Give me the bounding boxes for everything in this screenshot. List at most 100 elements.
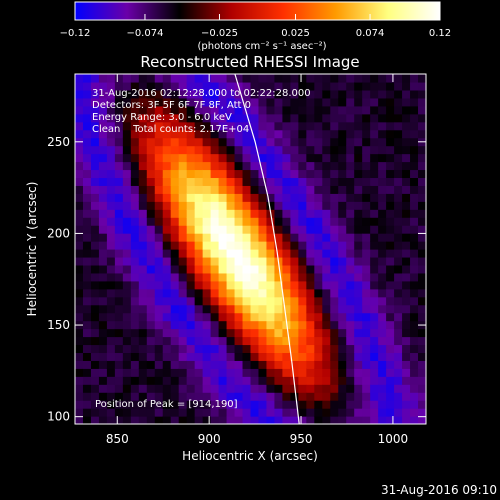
heatmap-cell: [314, 320, 323, 330]
heatmap-cell: [210, 177, 220, 186]
heatmap-cell: [394, 280, 403, 290]
heatmap-cell: [106, 312, 116, 322]
heatmap-cell: [274, 392, 284, 401]
heatmap-cell: [170, 249, 180, 258]
heatmap-cell: [162, 400, 172, 409]
heatmap-cell: [402, 137, 411, 147]
heatmap-cell: [75, 209, 84, 218]
heatmap-cell: [250, 153, 260, 163]
heatmap-cell: [378, 169, 387, 179]
heatmap-cell: [154, 344, 164, 354]
heatmap-cell: [242, 113, 252, 123]
heatmap-cell: [266, 328, 276, 338]
heatmap-cell: [154, 161, 164, 171]
heatmap-cell: [250, 89, 260, 99]
heatmap-cell: [306, 296, 315, 306]
heatmap-cell: [378, 97, 387, 107]
heatmap-cell: [130, 296, 140, 306]
heatmap-cell: [226, 145, 236, 155]
heatmap-cell: [226, 392, 236, 401]
heatmap-cell: [242, 193, 252, 202]
heatmap-cell: [146, 177, 156, 186]
heatmap-cell: [98, 384, 108, 393]
heatmap-cell: [274, 145, 284, 155]
heatmap-cell: [210, 121, 220, 131]
heatmap-cell: [386, 376, 395, 385]
heatmap-cell: [234, 217, 244, 226]
heatmap-cell: [98, 328, 108, 338]
annotation-clean-counts: Clean Total counts: 2.17E+04: [92, 124, 249, 135]
heatmap-cell: [314, 89, 323, 99]
heatmap-cell: [218, 193, 228, 202]
heatmap-cell: [290, 145, 299, 155]
heatmap-cell: [90, 288, 100, 298]
heatmap-cell: [210, 161, 220, 171]
heatmap-cell: [394, 185, 403, 194]
heatmap-cell: [138, 153, 148, 163]
heatmap-cell: [250, 376, 260, 385]
heatmap-cell: [290, 201, 299, 210]
heatmap-cell: [410, 185, 419, 194]
heatmap-cell: [202, 81, 212, 91]
heatmap-cell: [378, 384, 387, 393]
heatmap-cell: [202, 193, 212, 202]
heatmap-cell: [306, 320, 315, 330]
heatmap-cell: [290, 344, 299, 354]
heatmap-cell: [170, 169, 180, 179]
heatmap-cell: [202, 288, 212, 298]
heatmap-cell: [402, 145, 411, 155]
heatmap-cell: [162, 161, 172, 171]
heatmap-cell: [330, 225, 339, 234]
heatmap-cell: [186, 400, 196, 409]
heatmap-cell: [154, 193, 164, 202]
heatmap-cell: [122, 392, 132, 401]
heatmap-cell: [298, 185, 307, 194]
heatmap-cell: [402, 352, 411, 361]
heatmap-cell: [306, 217, 315, 226]
heatmap-cell: [298, 296, 307, 306]
heatmap-cell: [178, 416, 188, 424]
heatmap: [75, 74, 426, 424]
heatmap-cell: [82, 352, 92, 361]
heatmap-cell: [258, 74, 268, 83]
heatmap-cell: [98, 201, 108, 210]
heatmap-cell: [194, 352, 204, 361]
heatmap-cell: [322, 121, 331, 131]
heatmap-cell: [274, 74, 284, 83]
heatmap-cell: [226, 193, 236, 202]
heatmap-cell: [394, 360, 403, 369]
heatmap-cell: [290, 312, 299, 322]
heatmap-cell: [274, 185, 284, 194]
heatmap-cell: [306, 193, 315, 202]
heatmap-cell: [202, 296, 212, 306]
heatmap-cell: [178, 74, 188, 83]
heatmap-cell: [298, 280, 307, 290]
heatmap-cell: [218, 225, 228, 234]
heatmap-cell: [386, 304, 395, 314]
heatmap-cell: [338, 177, 347, 186]
heatmap-cell: [75, 352, 84, 361]
heatmap-cell: [346, 264, 355, 274]
heatmap-cell: [282, 137, 291, 147]
heatmap-cell: [362, 209, 371, 218]
heatmap-cell: [330, 264, 339, 274]
heatmap-cell: [394, 121, 403, 131]
heatmap-cell: [226, 185, 236, 194]
heatmap-cell: [378, 352, 387, 361]
heatmap-cell: [250, 296, 260, 306]
heatmap-cell: [82, 320, 92, 330]
heatmap-cell: [354, 280, 363, 290]
heatmap-cell: [298, 105, 307, 115]
heatmap-cell: [114, 256, 124, 266]
heatmap-cell: [202, 161, 212, 171]
heatmap-cell: [378, 416, 387, 424]
heatmap-cell: [370, 408, 379, 417]
heatmap-cell: [202, 177, 212, 186]
heatmap-cell: [266, 344, 276, 354]
heatmap-cell: [210, 416, 220, 424]
heatmap-cell: [122, 201, 132, 210]
heatmap-cell: [218, 256, 228, 266]
heatmap-cell: [146, 416, 156, 424]
heatmap-cell: [338, 336, 347, 346]
heatmap-cell: [306, 256, 315, 266]
